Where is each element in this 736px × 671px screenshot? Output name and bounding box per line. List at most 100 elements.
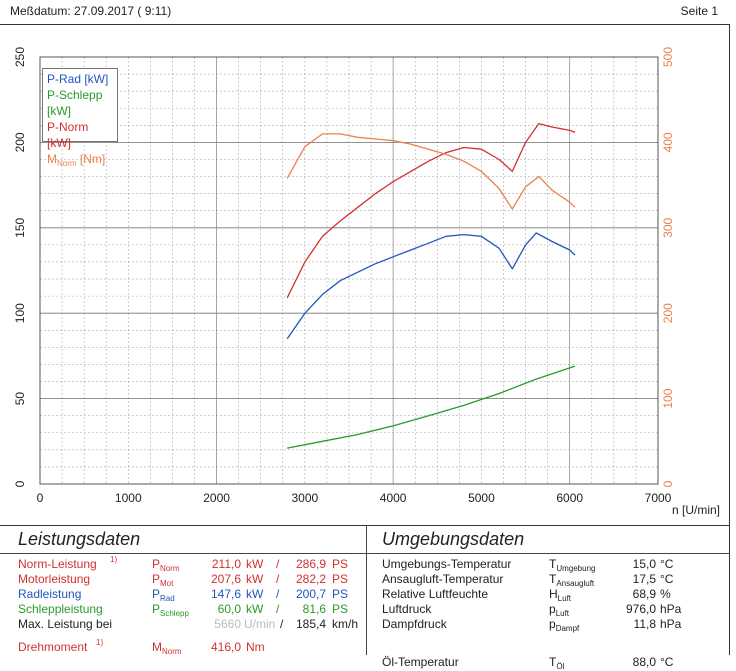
x-tick-label: 7000 (645, 491, 672, 505)
header-divider (0, 24, 730, 25)
y-left-tick-label: 200 (13, 132, 27, 152)
legend-p-norm: P-Norm [kW] (47, 120, 89, 150)
series-line-0 (286, 232, 576, 340)
env-label: Dampfdruck (382, 617, 447, 631)
env-label: Öl-Temperatur (382, 655, 459, 669)
y-left-tick-label: 250 (13, 47, 27, 67)
env-unit: °C (660, 572, 674, 586)
env-value: 88,0 (632, 655, 656, 669)
x-tick-label: 6000 (556, 491, 583, 505)
series-line-2 (286, 122, 576, 299)
max-power-rpm-unit: U/min (244, 617, 276, 631)
row-separator: / (276, 602, 280, 616)
row-ps-value: 200,7 (295, 587, 326, 601)
page-border-right (729, 24, 730, 655)
row-ps-unit: PS (332, 587, 349, 601)
max-power-rpm: 5660 (214, 617, 241, 631)
env-label: Ansaugluft-Temperatur (382, 572, 504, 586)
power-chart: 0 1000 2000 3000 4000 5000 6000 700005010015020… (13, 47, 720, 517)
legend-p-rad: P-Rad [kW] (47, 72, 109, 86)
plot-frame (39, 56, 659, 485)
y-right-tick-label: 200 (661, 303, 675, 323)
row-kw-unit: kW (246, 572, 264, 586)
series-line-1 (287, 365, 576, 449)
series-line-3 (286, 133, 576, 210)
torque-symbol: MNorm (152, 640, 182, 656)
measurement-date: Meßdatum: 27.09.2017 ( 9:11) (10, 4, 172, 18)
env-unit: hPa (660, 617, 682, 631)
y-left-tick-label: 50 (13, 392, 27, 406)
env-symbol: pDampf (549, 617, 580, 633)
row-symbol: PSchlepp (152, 602, 189, 618)
row-kw-value: 211,0 (211, 557, 241, 571)
row-kw-value: 147,6 (210, 587, 241, 601)
row-ps-value: 286,9 (295, 557, 326, 571)
env-unit: °C (660, 655, 674, 669)
y-right-tick-label: 100 (661, 388, 675, 408)
env-symbol: pLuft (549, 602, 570, 618)
env-unit: hPa (660, 602, 682, 616)
env-unit: % (660, 587, 671, 601)
y-left-tick-label: 150 (13, 217, 27, 237)
row-kw-unit: kW (246, 557, 264, 571)
env-value: 11,8 (633, 617, 656, 631)
legend-p-schlepp: P-Schlepp [kW] (47, 88, 103, 118)
umgebung-underline (366, 553, 730, 554)
max-power-separator: / (280, 617, 284, 631)
x-tick-label: 0 (37, 491, 44, 505)
y-right-tick-label: 300 (661, 217, 675, 237)
env-unit: °C (660, 557, 674, 571)
x-tick-label: 3000 (292, 491, 319, 505)
y-right-tick-label: 500 (661, 47, 675, 67)
row-symbol: PMot (152, 572, 174, 588)
row-kw-unit: kW (246, 587, 264, 601)
row-symbol: PRad (152, 587, 175, 603)
row-separator: / (276, 587, 280, 601)
env-label: Luftdruck (382, 602, 432, 616)
page-number: Seite 1 (680, 4, 718, 18)
env-label: Relative Luftfeuchte (382, 587, 489, 601)
row-symbol: PNorm (152, 557, 180, 573)
env-value: 68,9 (632, 587, 656, 601)
torque-note: 1) (96, 638, 104, 647)
row-ps-value: 81,6 (302, 602, 326, 616)
row-ps-unit: PS (332, 602, 349, 616)
row-separator: / (276, 557, 280, 571)
row-label: Motorleistung (18, 572, 91, 586)
row-ps-value: 282,2 (295, 572, 326, 586)
leistung-underline (0, 553, 366, 554)
leistung-title: Leistungsdaten (18, 529, 141, 549)
env-symbol: HLuft (549, 587, 572, 603)
row-kw-unit: kW (246, 602, 264, 616)
row-label: Schleppleistung (18, 602, 103, 616)
legend-m-norm: MNorm [Nm] (47, 152, 106, 168)
y-left-tick-label: 0 (13, 480, 27, 487)
x-tick-label: 5000 (468, 491, 495, 505)
env-symbol: TAnsaugluft (549, 572, 595, 588)
x-tick-label: 2000 (203, 491, 230, 505)
row-note: 1) (110, 555, 118, 564)
data-panel (0, 525, 730, 656)
row-ps-unit: PS (332, 557, 349, 571)
panel-divider (366, 525, 367, 655)
x-tick-label: 1000 (115, 491, 142, 505)
y-right-tick-label: 400 (661, 132, 675, 152)
max-power-speed-unit: km/h (332, 617, 359, 631)
env-value: 976,0 (625, 602, 656, 616)
row-separator: / (276, 572, 280, 586)
max-power-label: Max. Leistung bei (18, 617, 113, 631)
umgebung-title: Umgebungsdaten (382, 529, 525, 549)
y-right-tick-label: 0 (661, 480, 675, 487)
torque-label: Drehmoment (18, 640, 88, 654)
row-label: Norm-Leistung (18, 557, 97, 571)
env-symbol: TUmgebung (549, 557, 596, 573)
chart-legend: P-Rad [kW] P-Schlepp [kW] P-Norm [kW] MN… (42, 68, 118, 168)
x-axis-label: n [U/min] (672, 503, 720, 517)
row-kw-value: 60,0 (217, 602, 241, 616)
row-kw-value: 207,6 (210, 572, 241, 586)
env-label: Umgebungs-Temperatur (382, 557, 512, 571)
torque-value: 416,0 (210, 640, 241, 654)
x-tick-label: 4000 (380, 491, 407, 505)
env-value: 17,5 (632, 572, 656, 586)
env-value: 15,0 (632, 557, 656, 571)
